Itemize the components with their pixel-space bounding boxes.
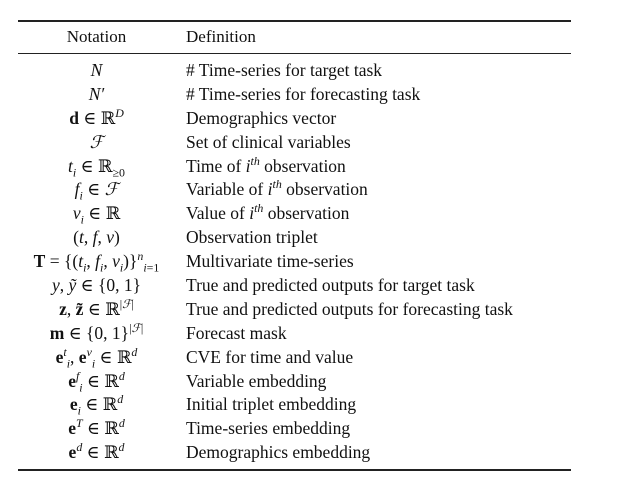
table-row: ti ∈ ℝ≥0 Time of ith observation (0, 154, 627, 178)
table-row: ei ∈ ℝd Initial triplet embedding (0, 392, 627, 418)
definition-ordinal: th (272, 177, 282, 192)
definition-cell: Demographics embedding (186, 440, 370, 464)
definition-cell: True and predicted outputs for target ta… (186, 273, 475, 297)
definition-cell: Multivariate time-series (186, 249, 354, 273)
definition-cell: Variable embedding (186, 369, 326, 393)
definition-text: Multivariate time-series (186, 251, 354, 272)
definition-tail: observation (259, 155, 346, 176)
table-row: m ∈ {0, 1}|ℱ| Forecast mask (0, 321, 627, 345)
definition-text: Observation triplet (186, 227, 318, 248)
table-top-rule (18, 20, 571, 22)
notation-cell: ei ∈ ℝd (69, 392, 124, 418)
definition-text: Variable embedding (186, 370, 327, 391)
notation-cell: N′ (88, 83, 105, 104)
definition-tail: observation (263, 203, 350, 224)
definition-text: True and predicted outputs for forecasti… (186, 298, 513, 319)
definition-cell: # Time-series for forecasting task (186, 82, 420, 106)
definition-ordinal: th (250, 153, 260, 168)
table-row: eti, evi ∈ ℝd CVE for time and value (0, 345, 627, 369)
definition-text: Set of clinical variables (186, 131, 351, 152)
notation-table-body: N # Time-series for target task N′ # Time-s… (0, 58, 627, 464)
definition-tail: observation (281, 179, 368, 200)
definition-text: Demographics vector (186, 107, 337, 128)
notation-cell: y, ỹ ∈ {0, 1} (51, 275, 142, 296)
table-row: d ∈ ℝD Demographics vector (0, 106, 627, 130)
definition-text: Demographics embedding (186, 442, 371, 463)
definition-text: Time-series embedding (186, 418, 351, 439)
definition-cell: Variable of ith observation (186, 177, 368, 201)
notation-cell: z, z̃ ∈ ℝ|ℱ| (59, 297, 134, 319)
definition-cell: Initial triplet embedding (186, 392, 356, 416)
table-row: (t, f, v) Observation triplet (0, 225, 627, 249)
notation-cell: fi ∈ ℱ (74, 179, 119, 203)
definition-text: Initial triplet embedding (186, 394, 357, 415)
notation-cell: ed ∈ ℝd (68, 440, 125, 463)
table-row: y, ỹ ∈ {0, 1} True and predicted outputs … (0, 273, 627, 297)
notation-cell: m ∈ {0, 1}|ℱ| (49, 320, 144, 343)
table-row: T = {(ti, fi, vi)}ni=1 Multivariate time-… (0, 249, 627, 273)
definition-cell: Observation triplet (186, 225, 318, 249)
definition-cell: Time of ith observation (186, 154, 346, 178)
definition-text: Time of (186, 155, 242, 176)
definition-text: CVE for time and value (186, 346, 354, 367)
table-row: efi ∈ ℝd Variable embedding (0, 369, 627, 393)
header-notation: Notation (66, 27, 127, 46)
table-row: N # Time-series for target task (0, 58, 627, 82)
definition-index: i (245, 155, 251, 176)
definition-cell: Value of ith observation (186, 201, 349, 225)
table-row: fi ∈ ℱ Variable of ith observation (0, 177, 627, 203)
notation-cell: N (90, 60, 103, 80)
definition-text: True and predicted outputs for target ta… (186, 275, 475, 296)
notation-cell: eT ∈ ℝd (68, 416, 125, 439)
definition-text: Variable of (186, 179, 264, 200)
table-row: z, z̃ ∈ ℝ|ℱ| True and predicted outputs f… (0, 297, 627, 321)
header-definition: Definition (186, 27, 256, 46)
notation-cell: d ∈ ℝD (69, 105, 124, 128)
notation-cell: T = {(ti, fi, vi)}ni=1 (33, 249, 160, 275)
definition-cell: Set of clinical variables (186, 130, 351, 154)
definition-text: Value of (186, 203, 245, 224)
notation-cell: vi ∈ ℝ (72, 203, 121, 227)
table-bottom-rule (18, 469, 571, 471)
definition-cell: # Time-series for target task (186, 58, 382, 82)
table-row: N′ # Time-series for forecasting task (0, 82, 627, 106)
definition-text: # Time-series for forecasting task (186, 83, 421, 104)
notation-cell: eti, evi ∈ ℝd (55, 344, 138, 371)
definition-cell: Demographics vector (186, 106, 336, 130)
definition-cell: Time-series embedding (186, 416, 350, 440)
definition-text: Forecast mask (186, 322, 287, 343)
definition-cell: True and predicted outputs for forecasti… (186, 297, 513, 321)
definition-index: i (249, 203, 255, 224)
definition-index: i (267, 179, 273, 200)
notation-cell: ti ∈ ℝ≥0 (68, 155, 125, 180)
table-header-rule (18, 53, 571, 54)
notation-cell: efi ∈ ℝd (68, 368, 125, 395)
definition-text: # Time-series for target task (186, 60, 383, 80)
table-row: ℱ Set of clinical variables (0, 130, 627, 154)
definition-cell: CVE for time and value (186, 345, 353, 369)
table-row: vi ∈ ℝ Value of ith observation (0, 201, 627, 227)
table-row: eT ∈ ℝd Time-series embedding (0, 416, 627, 440)
table-row: ed ∈ ℝd Demographics embedding (0, 440, 627, 464)
notation-cell: (t, f, v) (73, 227, 120, 248)
definition-ordinal: th (254, 201, 264, 216)
definition-cell: Forecast mask (186, 321, 287, 345)
notation-cell: ℱ (89, 131, 104, 152)
